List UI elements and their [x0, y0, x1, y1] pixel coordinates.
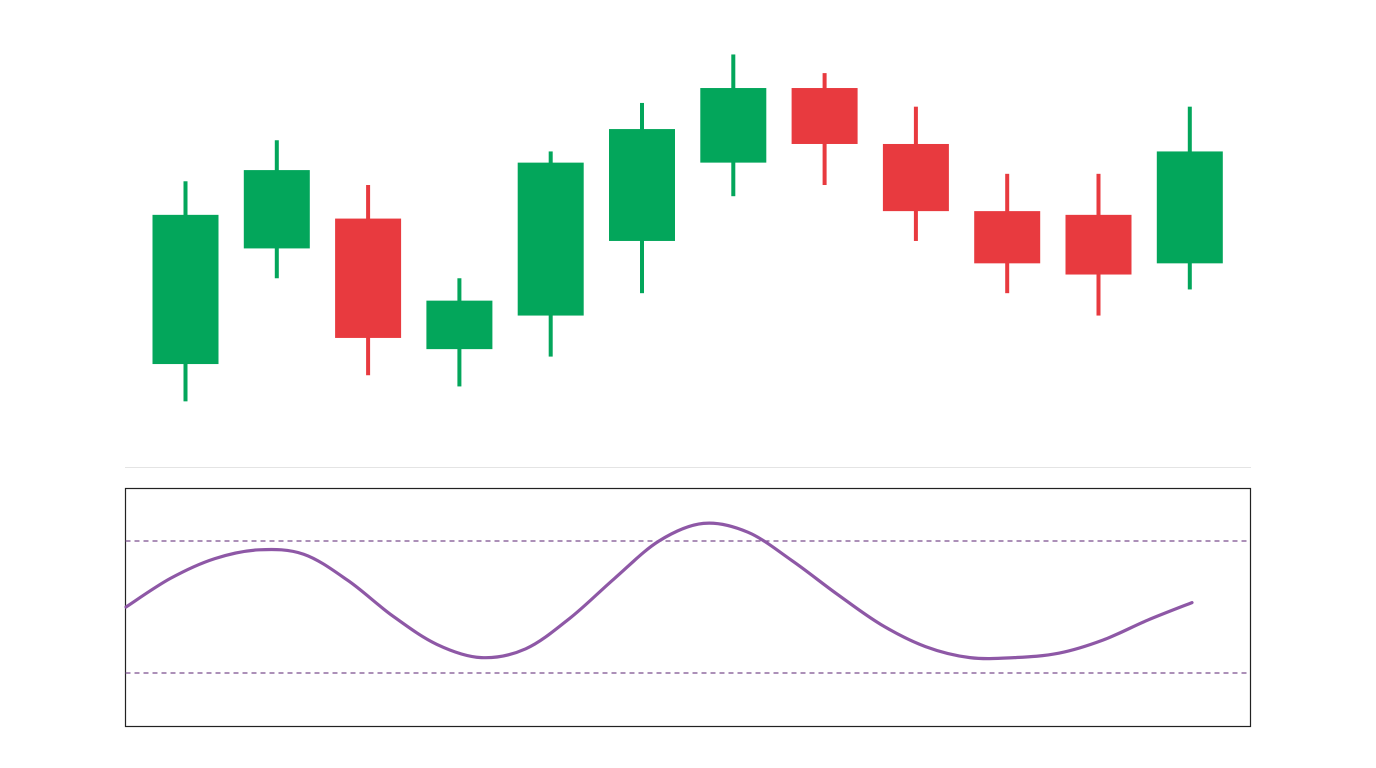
candlestick-panel [152, 54, 1223, 402]
candle [974, 173, 1041, 294]
candle [609, 102, 675, 294]
candle-body [152, 214, 219, 365]
candle-body [335, 218, 402, 338]
candle-body [974, 211, 1041, 264]
candle-body [882, 143, 949, 212]
candle [791, 73, 858, 186]
candle [243, 140, 310, 279]
candle-body [1065, 214, 1132, 275]
candle [335, 185, 402, 376]
candle-body [243, 170, 310, 249]
candle [1156, 106, 1223, 290]
candle [152, 181, 219, 402]
oscillator-reference-lines [125, 540, 1251, 674]
candle [882, 106, 949, 241]
candle [1065, 173, 1132, 316]
candle-body [791, 88, 858, 144]
candle [426, 278, 493, 387]
oscillator-frame [124, 487, 1252, 728]
candle-body [517, 162, 584, 316]
candle-body [426, 300, 493, 350]
oscillator-line [124, 521, 1194, 661]
candle [700, 54, 767, 197]
candle-body [1156, 151, 1223, 264]
candle-body [700, 88, 767, 163]
candle [517, 151, 584, 357]
candle-body [609, 129, 675, 241]
